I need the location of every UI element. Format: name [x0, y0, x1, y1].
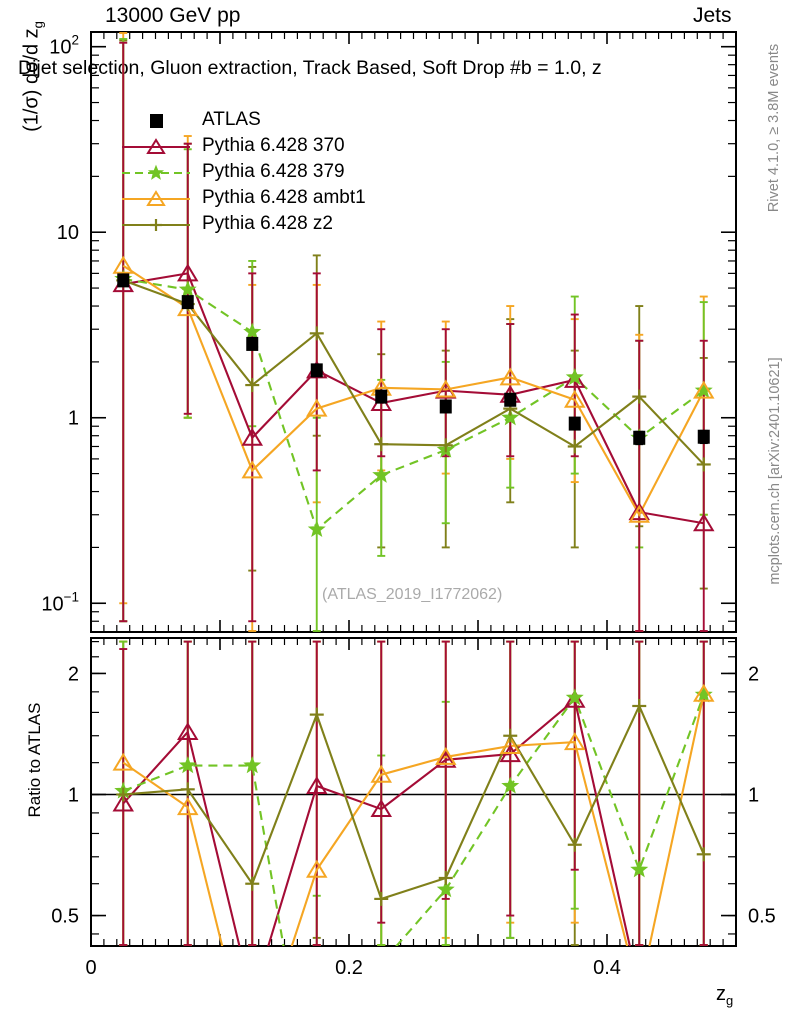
data-line — [123, 277, 705, 532]
data-marker — [241, 460, 264, 479]
x-axis-label-text: z — [716, 983, 726, 1005]
ratio-marker — [176, 722, 199, 741]
header-beam-energy: 13000 GeV pp — [105, 4, 241, 27]
ratio-marker — [178, 756, 197, 774]
ratio-marker — [112, 752, 135, 771]
ratio-marker — [563, 689, 586, 708]
y-tick-label-ratio-right: 1 — [748, 784, 759, 806]
legend-swatch — [120, 108, 192, 134]
y-tick-label-main: 102 — [49, 33, 79, 59]
x-tick-label: 0 — [85, 957, 96, 979]
data-marker — [565, 367, 584, 386]
data-marker-atlas — [117, 273, 130, 288]
x-axis-label: zg — [716, 983, 733, 1008]
data-line — [122, 264, 705, 517]
y-tick-label-main: 1 — [68, 408, 79, 430]
ratio-marker — [305, 859, 328, 878]
ratio-marker — [436, 880, 455, 898]
y-tick-label-ratio-right: 2 — [748, 663, 759, 685]
data-marker-atlas — [181, 295, 194, 310]
data-marker-atlas — [504, 392, 517, 407]
data-marker — [372, 465, 391, 483]
y-tick-label-main: 10−1 — [41, 589, 79, 615]
data-marker — [243, 322, 262, 340]
plot-title: Dijet selection, Gluon extraction, Track… — [18, 57, 602, 79]
data-marker — [692, 513, 715, 532]
data-marker — [692, 380, 715, 399]
ratio-line — [122, 694, 705, 946]
data-marker — [563, 369, 586, 388]
ratio-marker — [112, 793, 135, 812]
legend-label: Pythia 6.428 379 — [202, 161, 345, 182]
data-marker — [307, 519, 326, 538]
data-line — [123, 272, 704, 525]
data-marker — [241, 427, 264, 446]
data-marker — [499, 367, 522, 386]
legend-swatch — [120, 186, 192, 212]
data-marker — [305, 398, 328, 417]
data-marker — [563, 389, 586, 408]
data-line — [122, 279, 705, 466]
ratio-marker — [305, 776, 328, 794]
legend-swatch — [120, 212, 192, 238]
data-marker — [112, 255, 135, 274]
ratio-line — [122, 697, 631, 946]
data-marker-atlas — [310, 363, 323, 378]
header-analysis-category: Jets — [693, 4, 732, 27]
y-tick-label-main: 10 — [57, 222, 79, 244]
x-axis-label-sub: g — [726, 993, 734, 1008]
ratio-marker — [434, 746, 457, 765]
analysis-id-watermark: (ATLAS_2019_I1772062) — [322, 586, 503, 603]
y-tick-label-ratio: 0.5 — [51, 906, 79, 928]
x-tick-label: 0.2 — [335, 957, 363, 979]
ratio-marker — [499, 736, 522, 755]
data-marker-atlas — [439, 399, 452, 414]
x-tick-label: 0.4 — [593, 957, 621, 979]
legend-label: Pythia 6.428 z2 — [202, 213, 333, 234]
ratio-marker — [370, 764, 393, 783]
data-marker — [628, 504, 651, 523]
ratio-marker — [434, 749, 457, 768]
data-marker-atlas — [568, 416, 581, 431]
data-marker — [176, 263, 199, 282]
y-tick-label-ratio: 1 — [68, 784, 79, 806]
ratio-marker — [501, 776, 520, 794]
ratio-marker — [694, 685, 713, 703]
data-marker-atlas — [246, 336, 259, 351]
data-marker-atlas — [633, 430, 646, 445]
ratio-marker — [692, 683, 715, 702]
data-marker — [501, 408, 520, 426]
y-tick-label-ratio: 2 — [68, 663, 79, 685]
data-marker — [178, 280, 197, 298]
legend-swatch — [120, 134, 192, 160]
legend-label: Pythia 6.428 370 — [202, 135, 345, 156]
ratio-line — [122, 693, 705, 946]
data-marker-atlas — [375, 389, 388, 404]
ratio-marker — [563, 732, 586, 751]
data-marker — [434, 379, 457, 398]
ratio-marker — [565, 688, 584, 706]
ratio-marker — [176, 797, 199, 816]
y-tick-label-ratio-right: 0.5 — [748, 906, 776, 928]
ratio-marker — [370, 799, 393, 818]
legend-swatch — [120, 160, 192, 186]
data-marker — [628, 502, 651, 521]
data-marker — [694, 381, 713, 399]
data-marker-atlas — [697, 429, 710, 444]
legend-label: ATLAS — [202, 109, 261, 130]
ratio-line — [123, 703, 705, 901]
ratio-marker — [243, 756, 262, 774]
ratio-marker — [630, 860, 649, 878]
legend-label: Pythia 6.428 ambt1 — [202, 187, 366, 208]
